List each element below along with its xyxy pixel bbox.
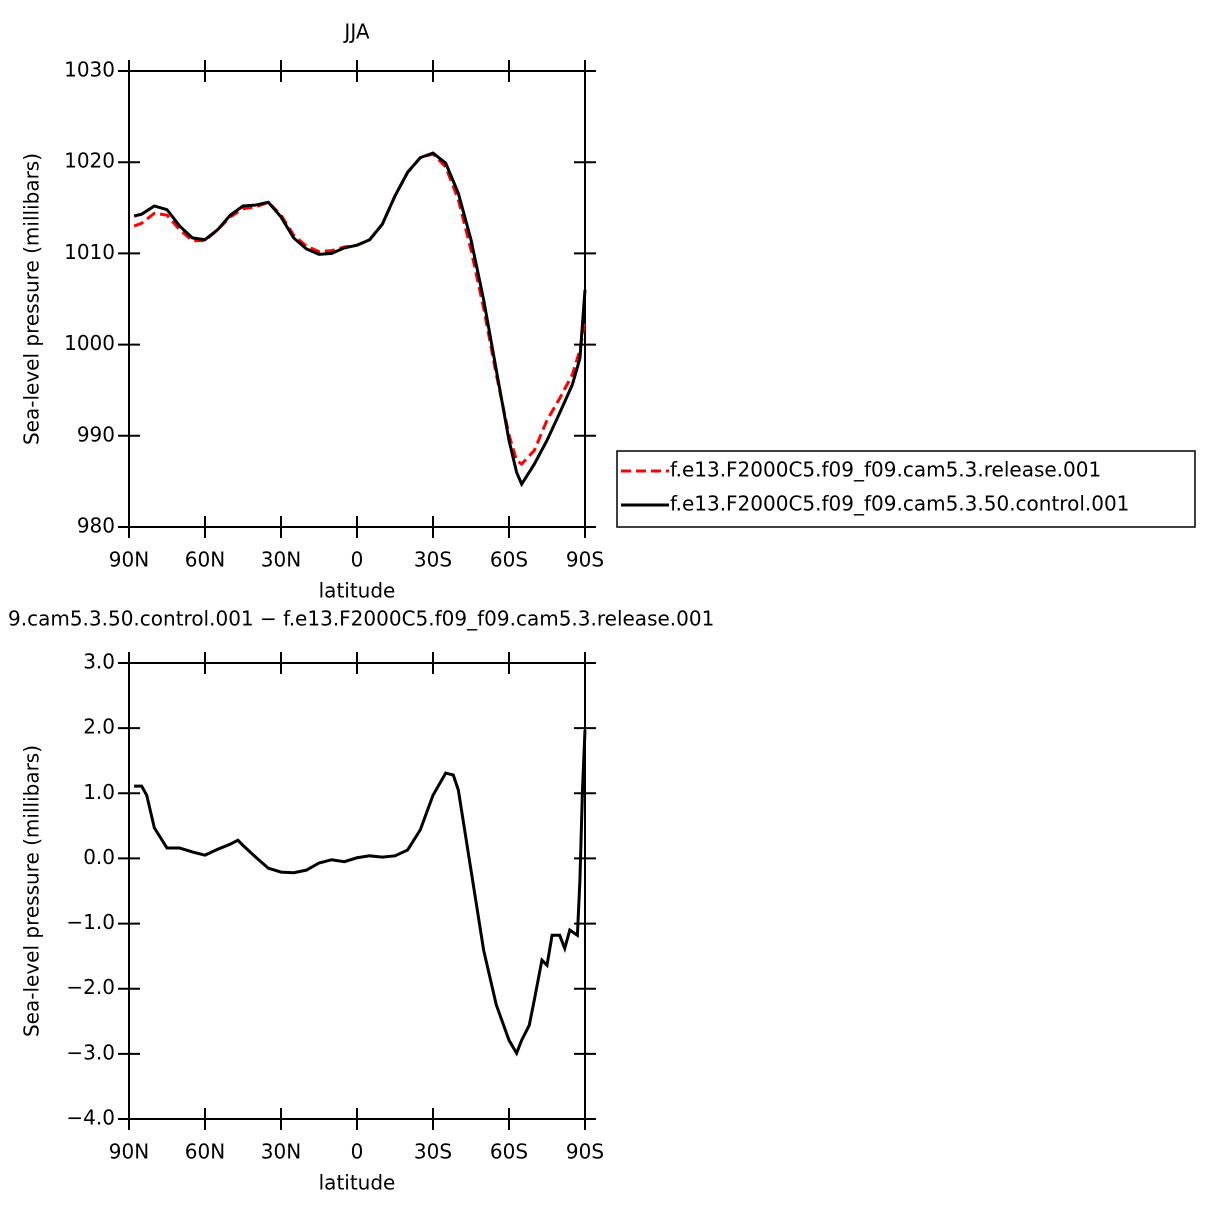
x-tick-label: 60N [185,548,225,572]
y-tick-label: 990 [77,422,115,446]
y-tick-label: −2.0 [66,975,115,999]
chart-title: 9.cam5.3.50.control.001 − f.e13.F2000C5.… [8,607,714,631]
y-tick-label: 0.0 [83,845,115,869]
y-axis-label: Sea-level pressure (millibars) [20,153,44,445]
y-axis-label: Sea-level pressure (millibars) [20,745,44,1037]
y-tick-label: 1.0 [83,780,115,804]
legend-box [616,450,1196,528]
x-tick-label: 30N [261,548,301,572]
y-tick-label: −1.0 [66,910,115,934]
x-tick-label: 60N [185,1140,225,1164]
x-tick-label: 60S [490,1140,528,1164]
data-line [133,151,587,488]
y-tick-label: 2.0 [83,715,115,739]
x-tick-label: 30S [414,1140,452,1164]
y-tick-label: 1020 [64,149,115,173]
x-tick-label: 90N [109,548,149,572]
x-tick-label: 60S [490,548,528,572]
chart-title: JJA [342,20,369,44]
x-tick-label: 30N [261,1140,301,1164]
y-tick-label: 3.0 [83,650,115,674]
x-axis-label: latitude [319,579,396,603]
x-tick-label: 90S [566,1140,604,1164]
legend-label: f.e13.F2000C5.f09_f09.cam5.3.50.control.… [670,492,1129,516]
y-tick-label: 1000 [64,331,115,355]
x-tick-label: 0 [351,1140,364,1164]
x-tick-label: 30S [414,548,452,572]
plot-frame [128,70,586,528]
legend-label: f.e13.F2000C5.f09_f09.cam5.3.release.001 [670,458,1101,482]
y-tick-label: 980 [77,514,115,538]
y-tick-label: −4.0 [66,1106,115,1130]
data-line [134,730,587,1057]
y-tick-label: −3.0 [66,1040,115,1064]
x-tick-label: 90S [566,548,604,572]
x-tick-label: 90N [109,1140,149,1164]
data-line [133,152,587,467]
y-tick-label: 1010 [64,240,115,264]
y-tick-label: 1030 [64,58,115,82]
x-tick-label: 0 [351,548,364,572]
x-axis-label: latitude [319,1171,396,1195]
